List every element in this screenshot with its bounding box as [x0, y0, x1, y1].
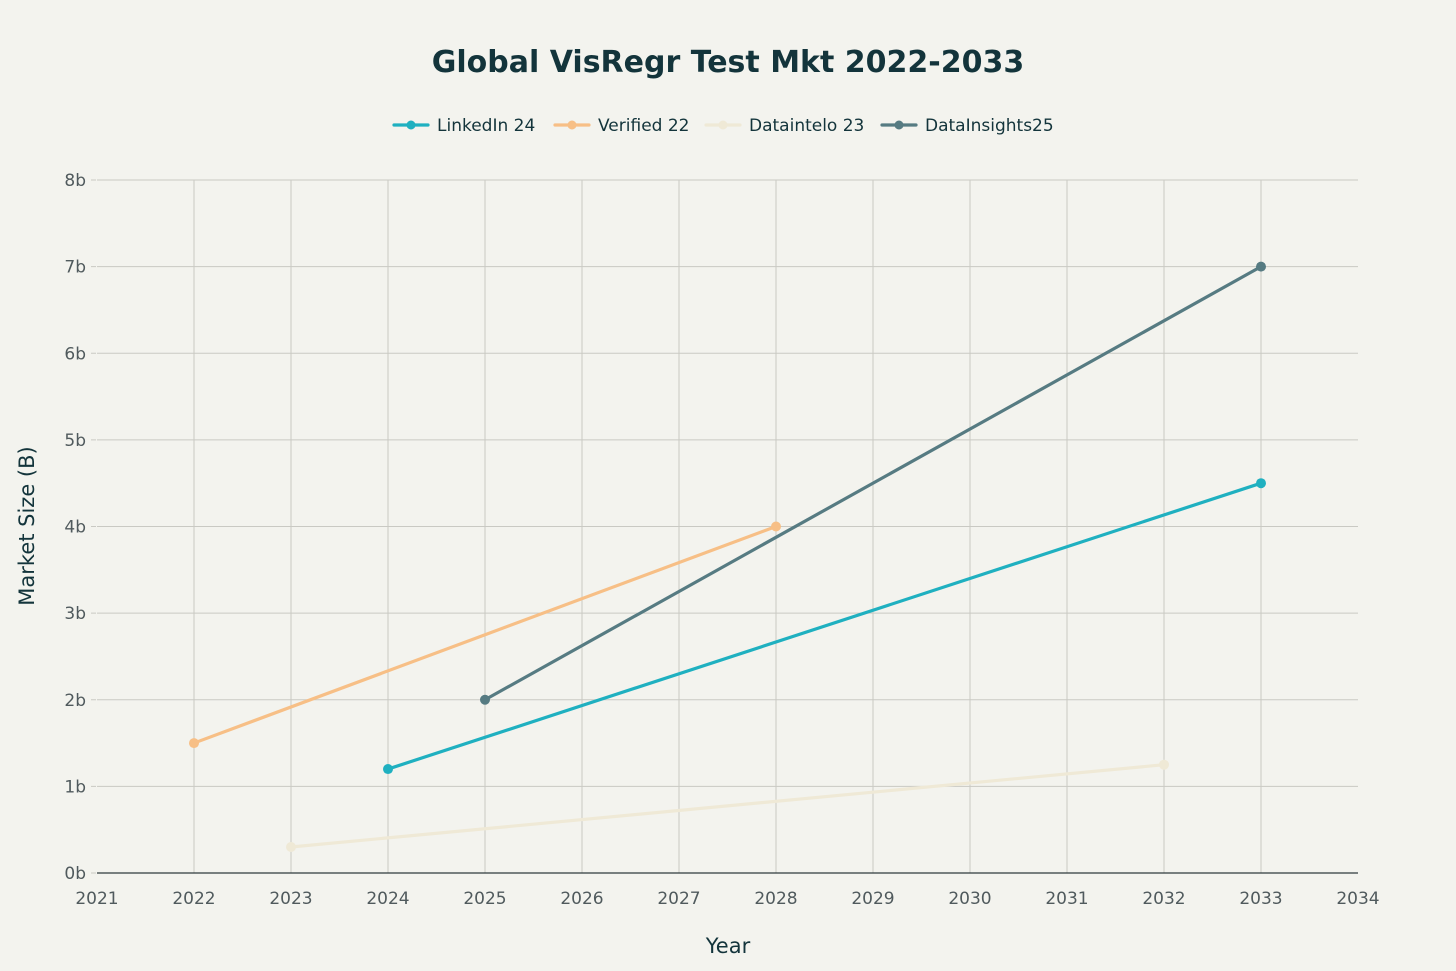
- x-tick-label: 2023: [269, 889, 312, 909]
- x-tick-label: 2032: [1142, 889, 1185, 909]
- y-tick-label: 3b: [64, 604, 86, 624]
- y-tick-label: 4b: [64, 518, 86, 538]
- series-line: [386, 481, 1263, 771]
- legend-label: DataInsights25: [925, 116, 1054, 136]
- y-tick-label: 1b: [64, 777, 86, 797]
- data-point: [1159, 759, 1169, 770]
- x-tick-label: 2033: [1239, 889, 1282, 909]
- x-tick-label: 2021: [75, 889, 118, 909]
- y-tick-label: 6b: [64, 344, 86, 364]
- series-line: [483, 265, 1263, 702]
- legend-item: LinkedIn 24: [392, 116, 535, 136]
- x-axis-title: Year: [705, 934, 751, 958]
- x-tick-label: 2026: [560, 889, 603, 909]
- y-tick-label: 7b: [64, 258, 86, 278]
- y-tick-label: 2b: [64, 691, 86, 711]
- legend-label: Verified 22: [598, 116, 689, 136]
- data-point: [1256, 261, 1266, 272]
- x-tick-label: 2027: [657, 889, 700, 909]
- legend-item: DataInsights25: [880, 116, 1054, 136]
- grid: [91, 179, 1358, 874]
- data-point: [480, 694, 490, 705]
- x-tick-label: 2028: [754, 889, 797, 909]
- y-tick-label: 8b: [64, 171, 86, 191]
- axes: 0b 1b 2b 3b 4b 5b 6b 7b 8b 2021 2022 2023 2024 2025 20…: [64, 171, 1379, 909]
- y-axis-title: Market Size (B): [15, 446, 39, 605]
- legend-label: LinkedIn 24: [437, 116, 535, 136]
- data-point: [1256, 478, 1266, 489]
- legend-label: Dataintelo 23: [749, 116, 864, 136]
- plot-area: [189, 261, 1266, 853]
- legend-item: Verified 22: [553, 116, 689, 136]
- y-tick-label: 0b: [64, 864, 86, 884]
- x-tick-label: 2022: [172, 889, 215, 909]
- data-point: [286, 842, 296, 853]
- legend: LinkedIn 24 Verified 22 Dataintelo 23 DataI…: [392, 116, 1054, 136]
- data-point: [771, 521, 781, 532]
- legend-item: Dataintelo 23: [704, 116, 864, 136]
- series-line: [289, 763, 1166, 849]
- legend-swatch-marker: [718, 120, 728, 130]
- legend-swatch-marker: [567, 120, 577, 130]
- x-tick-label: 2031: [1045, 889, 1088, 909]
- data-point: [189, 738, 199, 749]
- series-line: [192, 524, 778, 745]
- x-tick-label: 2034: [1336, 889, 1379, 909]
- x-tick-label: 2025: [463, 889, 506, 909]
- x-tick-label: 2024: [366, 889, 409, 909]
- data-point: [383, 764, 393, 775]
- x-tick-label: 2029: [851, 889, 894, 909]
- legend-swatch-marker: [894, 120, 904, 130]
- legend-swatch-marker: [406, 120, 416, 130]
- chart-title: Global VisRegr Test Mkt 2022-2033: [432, 45, 1024, 80]
- x-tick-label: 2030: [948, 889, 991, 909]
- y-tick-label: 5b: [64, 431, 86, 451]
